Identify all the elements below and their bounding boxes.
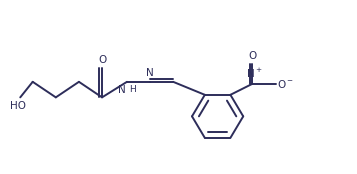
Text: O: O <box>248 51 257 61</box>
Text: HO: HO <box>10 101 26 112</box>
Text: N: N <box>119 85 126 95</box>
Text: N$^+$: N$^+$ <box>246 67 262 80</box>
Text: N: N <box>146 68 154 78</box>
Text: H: H <box>129 85 135 94</box>
Text: O: O <box>98 55 106 65</box>
Text: O$^-$: O$^-$ <box>277 78 294 90</box>
